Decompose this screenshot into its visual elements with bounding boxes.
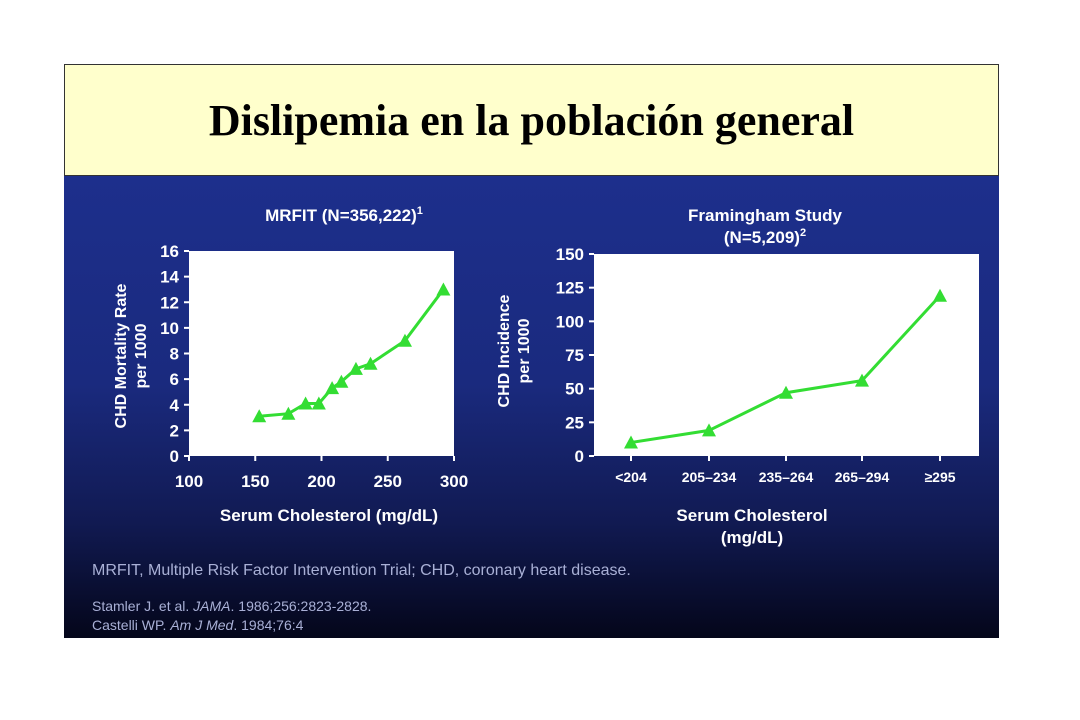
framingham-title-line2: (N=5,209)2 (724, 227, 806, 247)
framingham-point (855, 373, 869, 387)
framingham-y-tick-label: 50 (565, 380, 584, 399)
framingham-x-axis-label-line2: (mg/dL) (721, 528, 783, 547)
reference-2-details: . 1984;76:4 (233, 617, 304, 633)
mrfit-y-tick-label: 4 (170, 396, 180, 415)
mrfit-x-tick-label: 250 (374, 472, 402, 491)
mrfit-point (436, 282, 451, 296)
reference-2: Castelli WP. Am J Med. 1984;76:4 (92, 617, 303, 633)
framingham-y-tick-label: 75 (565, 346, 584, 365)
mrfit-x-tick-label: 200 (307, 472, 335, 491)
mrfit-y-tick-label: 12 (160, 293, 179, 312)
framingham-y-tick-label: 125 (556, 279, 584, 298)
mrfit-point (281, 406, 296, 420)
slide-title: Dislipemia en la población general (208, 95, 855, 145)
reference-1-details: . 1986;256:2823-2828. (230, 598, 372, 614)
framingham-title-superscript: 2 (800, 227, 806, 239)
reference-1-journal: JAMA (193, 598, 231, 614)
framingham-y-tick-label: 150 (556, 245, 584, 264)
mrfit-y-tick-label: 6 (170, 370, 179, 389)
framingham-chart: 0 25 50 75 100 125 150 <204 205–234 235–264 265–29… (496, 206, 979, 547)
mrfit-plot-area (189, 251, 454, 456)
mrfit-y-axis-label-line1: CHD Mortality Rate (113, 283, 130, 428)
framingham-x-axis-label-line1: Serum Cholesterol (676, 506, 827, 525)
mrfit-x-tick-label: 300 (440, 472, 468, 491)
mrfit-y-tick-label: 10 (160, 319, 179, 338)
mrfit-point (348, 361, 363, 375)
mrfit-title-superscript: 1 (417, 205, 423, 217)
framingham-plot-area (594, 254, 979, 456)
mrfit-y-axis-label-line2: per 1000 (133, 323, 150, 388)
mrfit-title: MRFIT (N=356,222)1 (265, 205, 423, 225)
mrfit-chart: 0 2 4 6 8 10 12 14 16 100 150 200 250 300 MRFIT (N=356… (113, 205, 468, 525)
mrfit-point (252, 409, 267, 423)
reference-1-authors: Stamler J. et al. (92, 598, 194, 614)
framingham-x-tick-label: 265–294 (835, 469, 890, 485)
mrfit-point (363, 356, 378, 370)
mrfit-point (311, 396, 326, 410)
framingham-y-tick-label: 100 (556, 312, 584, 331)
mrfit-y-tick-label: 14 (160, 268, 179, 287)
footnote: MRFIT, Multiple Risk Factor Intervention… (92, 562, 631, 579)
mrfit-y-tick-label: 16 (160, 242, 179, 261)
mrfit-point (325, 381, 340, 395)
framingham-y-tick-label: 0 (575, 447, 584, 466)
chart-panel: 0 2 4 6 8 10 12 14 16 100 150 200 250 300 MRFIT (N=356… (64, 176, 999, 638)
mrfit-x-tick-label: 100 (175, 472, 203, 491)
framingham-x-tick-label: <204 (615, 469, 647, 485)
reference-2-journal: Am J Med (170, 617, 234, 633)
framingham-x-tick-label: 235–264 (759, 469, 814, 485)
mrfit-x-tick-label: 150 (241, 472, 269, 491)
framingham-point (624, 435, 638, 449)
reference-1: Stamler J. et al. JAMA. 1986;256:2823-28… (92, 598, 371, 614)
framingham-x-tick-label: ≥295 (924, 469, 955, 485)
slide-title-box: Dislipemia en la población general (64, 64, 999, 176)
mrfit-point (334, 374, 349, 388)
mrfit-x-axis-label: Serum Cholesterol (mg/dL) (220, 506, 438, 525)
mrfit-y-tick-label: 0 (170, 447, 179, 466)
framingham-point (779, 385, 793, 399)
mrfit-point (298, 396, 313, 410)
reference-2-authors: Castelli WP. (92, 617, 171, 633)
framingham-title: Framingham Study (688, 206, 843, 225)
framingham-y-axis-label-line1: CHD Incidence (496, 294, 513, 407)
mrfit-y-tick-label: 8 (170, 345, 179, 364)
framingham-y-tick-label: 25 (565, 413, 584, 432)
framingham-point (702, 423, 716, 437)
mrfit-y-tick-label: 2 (170, 421, 179, 440)
mrfit-point (397, 333, 412, 347)
framingham-x-tick-label: 205–234 (682, 469, 737, 485)
framingham-y-axis-label-line2: per 1000 (516, 318, 533, 383)
framingham-point (933, 288, 947, 302)
